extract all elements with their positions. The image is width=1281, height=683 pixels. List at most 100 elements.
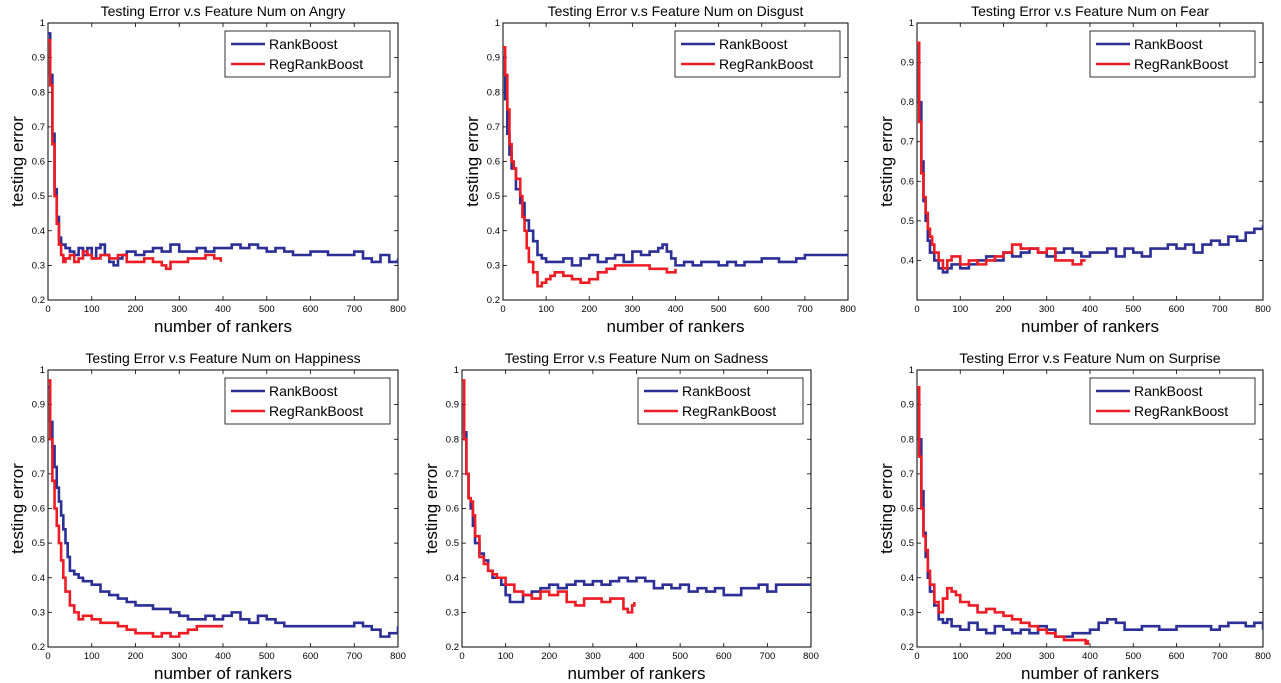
y-tick-label: 0.7 (487, 122, 500, 133)
legend: RankBoost RegRankBoost (1089, 377, 1256, 425)
y-tick-label: 0.9 (32, 400, 45, 411)
x-tick-label: 500 (711, 304, 727, 315)
x-tick-label: 500 (259, 304, 275, 315)
y-tick-label: 0.8 (446, 434, 459, 445)
legend-label: RankBoost (269, 383, 338, 399)
x-tick-label: 300 (171, 304, 187, 315)
x-tick-label: 600 (1169, 651, 1185, 662)
y-tick-label: 1 (909, 365, 914, 376)
series-line-regrankboost (48, 379, 223, 638)
chart-panel-5: Testing Error v.s Feature Num on Sadness… (422, 350, 819, 683)
x-axis-label: number of rankers (568, 664, 706, 683)
y-tick-label: 0.8 (901, 97, 914, 108)
x-tick-label: 200 (128, 651, 144, 662)
legend-label: RegRankBoost (682, 403, 776, 419)
y-tick-label: 0.7 (901, 469, 914, 480)
y-tick-label: 0.9 (487, 53, 500, 64)
series-line-rankboost (48, 32, 398, 267)
y-tick-label: 0.3 (32, 260, 45, 271)
y-tick-label: 1 (40, 365, 45, 376)
y-tick-label: 0.5 (901, 538, 914, 549)
legend-label: RegRankBoost (719, 56, 813, 72)
x-tick-label: 500 (1125, 651, 1141, 662)
legend-label: RegRankBoost (269, 56, 363, 72)
y-tick-label: 0.3 (901, 607, 914, 618)
x-tick-label: 400 (1082, 304, 1098, 315)
y-tick-label: 0.8 (32, 434, 45, 445)
x-tick-label: 700 (1212, 304, 1228, 315)
x-tick-label: 200 (128, 304, 144, 315)
x-tick-label: 400 (629, 651, 645, 662)
y-tick-label: 0.2 (32, 295, 45, 306)
chart-title: Testing Error v.s Feature Num on Disgust (548, 3, 804, 19)
legend-label: RegRankBoost (1134, 56, 1228, 72)
series-line-regrankboost (917, 41, 1086, 270)
y-tick-label: 0.3 (446, 607, 459, 618)
x-tick-label: 0 (45, 304, 50, 315)
x-tick-label: 800 (840, 304, 856, 315)
series-line-regrankboost (917, 386, 1090, 645)
x-tick-label: 700 (346, 651, 362, 662)
x-tick-label: 100 (952, 304, 968, 315)
y-tick-label: 0.9 (901, 400, 914, 411)
x-tick-label: 100 (84, 651, 100, 662)
y-tick-label: 0.4 (901, 255, 914, 266)
y-tick-label: 0.5 (446, 538, 459, 549)
y-tick-label: 0.8 (901, 434, 914, 445)
legend-label: RankBoost (269, 36, 338, 52)
x-tick-label: 500 (1125, 304, 1141, 315)
series-line-rankboost (462, 403, 811, 604)
x-tick-label: 200 (581, 304, 597, 315)
x-tick-label: 0 (914, 304, 919, 315)
x-tick-label: 800 (390, 651, 406, 662)
legend: RankBoost RegRankBoost (224, 30, 391, 78)
x-tick-label: 700 (759, 651, 775, 662)
chart-panel-1: Testing Error v.s Feature Num on Angry 0 1… (8, 3, 406, 336)
y-tick-label: 0.2 (446, 642, 459, 653)
x-axis-label: number of rankers (607, 317, 745, 336)
legend-label: RegRankBoost (269, 403, 363, 419)
x-tick-label: 600 (303, 651, 319, 662)
y-tick-label: 0.3 (487, 260, 500, 271)
legend-label: RankBoost (1134, 36, 1203, 52)
y-tick-label: 0.7 (32, 122, 45, 133)
y-tick-label: 0.8 (32, 87, 45, 98)
x-tick-label: 500 (259, 651, 275, 662)
x-tick-label: 600 (754, 304, 770, 315)
legend-box (637, 377, 804, 425)
legend: RankBoost RegRankBoost (674, 30, 841, 78)
y-tick-label: 0.4 (901, 573, 914, 584)
x-axis-label: number of rankers (1021, 317, 1159, 336)
y-tick-label: 0.2 (32, 642, 45, 653)
x-tick-label: 400 (215, 304, 231, 315)
chart-title: Testing Error v.s Feature Num on Angry (101, 3, 346, 19)
legend-label: RankBoost (682, 383, 751, 399)
x-tick-label: 0 (914, 651, 919, 662)
x-tick-label: 100 (84, 304, 100, 315)
x-tick-label: 300 (585, 651, 601, 662)
x-tick-label: 700 (346, 304, 362, 315)
y-tick-label: 1 (495, 18, 500, 29)
series-line-regrankboost (462, 379, 636, 614)
y-tick-label: 1 (909, 18, 914, 29)
y-tick-label: 0.7 (32, 469, 45, 480)
y-tick-label: 0.6 (901, 176, 914, 187)
legend-label: RankBoost (719, 36, 788, 52)
x-tick-label: 0 (500, 304, 505, 315)
x-tick-label: 800 (803, 651, 819, 662)
y-axis-label: testing error (422, 463, 441, 554)
y-tick-label: 1 (40, 18, 45, 29)
x-tick-label: 100 (498, 651, 514, 662)
chart-title: Testing Error v.s Feature Num on Happine… (85, 350, 360, 366)
x-tick-label: 200 (541, 651, 557, 662)
y-tick-label: 0.2 (901, 642, 914, 653)
x-tick-label: 600 (303, 304, 319, 315)
x-tick-label: 400 (1082, 651, 1098, 662)
y-tick-label: 0.3 (32, 607, 45, 618)
y-tick-label: 0.8 (487, 87, 500, 98)
chart-title: Testing Error v.s Feature Num on Surpris… (959, 350, 1220, 366)
x-axis-label: number of rankers (1021, 664, 1159, 683)
y-axis-label: testing error (463, 116, 482, 207)
x-tick-label: 600 (1169, 304, 1185, 315)
